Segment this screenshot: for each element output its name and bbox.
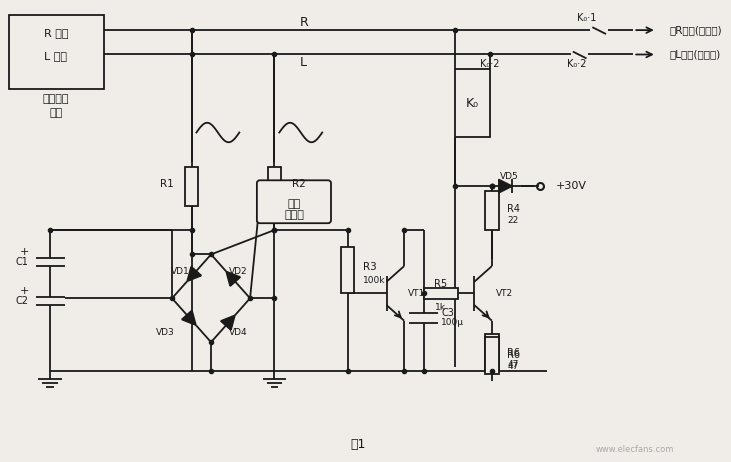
- Text: 22: 22: [507, 216, 519, 225]
- Text: +: +: [19, 248, 29, 257]
- Text: 47: 47: [507, 362, 519, 371]
- Bar: [424, 287, 458, 299]
- Text: +: +: [19, 286, 29, 297]
- Text: R5: R5: [434, 279, 447, 289]
- Text: C1: C1: [16, 257, 29, 267]
- Text: VD4: VD4: [229, 328, 248, 337]
- Text: VT2: VT2: [496, 289, 513, 298]
- Text: K₀·1: K₀·1: [577, 13, 596, 24]
- Text: VD5: VD5: [500, 172, 519, 181]
- Text: R3: R3: [363, 262, 377, 272]
- Text: R1: R1: [160, 179, 174, 189]
- Polygon shape: [226, 271, 240, 286]
- Text: 电路: 电路: [50, 108, 63, 118]
- Text: K₀·2: K₀·2: [480, 59, 500, 69]
- Text: R2: R2: [292, 179, 306, 189]
- Text: 100k: 100k: [363, 276, 386, 285]
- Text: C3: C3: [442, 308, 454, 318]
- Text: 检测点: 检测点: [284, 210, 304, 220]
- Text: 至R音筱(扬声器): 至R音筱(扬声器): [670, 25, 722, 35]
- Text: R6: R6: [507, 350, 520, 360]
- Bar: [485, 191, 499, 230]
- Bar: [268, 167, 281, 206]
- Text: VD1: VD1: [170, 267, 189, 276]
- Text: R4: R4: [507, 204, 520, 213]
- FancyBboxPatch shape: [257, 180, 331, 223]
- Text: VD3: VD3: [156, 328, 175, 337]
- Text: 至L音筱(扬声器): 至L音筱(扬声器): [670, 49, 721, 60]
- Text: +30V: +30V: [556, 181, 586, 191]
- Text: 1k: 1k: [435, 303, 446, 311]
- Text: 功率放大: 功率放大: [42, 94, 69, 104]
- Text: 关键: 关键: [287, 199, 300, 209]
- Text: R6: R6: [507, 348, 520, 358]
- Text: VT1: VT1: [408, 289, 425, 298]
- Text: 47: 47: [507, 360, 519, 369]
- Bar: [341, 247, 355, 293]
- Text: www.elecfans.com: www.elecfans.com: [596, 445, 675, 454]
- Text: L: L: [300, 56, 307, 69]
- Polygon shape: [187, 267, 201, 281]
- Bar: [485, 334, 499, 371]
- Polygon shape: [221, 315, 235, 330]
- Polygon shape: [182, 310, 196, 325]
- Text: R: R: [299, 16, 308, 29]
- Text: L 声道: L 声道: [45, 51, 67, 61]
- Bar: [455, 69, 490, 137]
- Text: 图1: 图1: [351, 438, 366, 451]
- Bar: [185, 167, 198, 206]
- Text: VD2: VD2: [229, 267, 248, 276]
- Bar: [10, 16, 104, 89]
- Text: K₀: K₀: [466, 97, 479, 110]
- Text: K₀·2: K₀·2: [567, 59, 586, 69]
- Bar: [485, 337, 499, 374]
- Polygon shape: [499, 179, 512, 193]
- Text: R 声道: R 声道: [44, 28, 68, 38]
- Text: 100μ: 100μ: [442, 318, 464, 327]
- Text: C2: C2: [15, 296, 29, 306]
